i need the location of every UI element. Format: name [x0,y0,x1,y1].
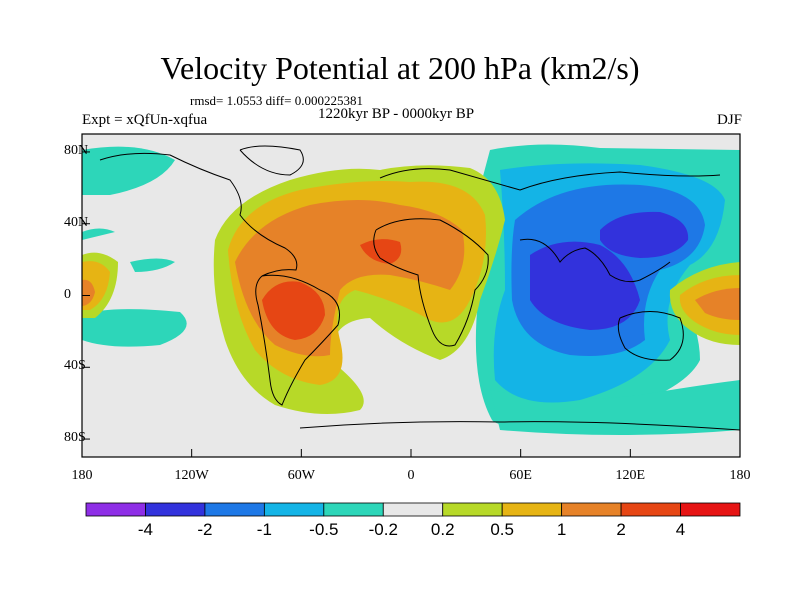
y-tick-label: 40N [64,214,89,230]
colorbar-label: 4 [675,520,686,539]
coastlines [99,145,740,431]
contour-field [82,144,740,435]
contour-region [600,211,689,258]
axis-ticks [81,151,741,457]
x-tick-label: 120E [615,468,646,483]
colorbar-label: 0.5 [490,520,514,539]
colorbar-label: -0.2 [368,520,398,539]
coastline [519,238,671,283]
contour-region [82,228,175,272]
coastline [255,274,340,406]
contour-region [82,279,95,306]
season-label: DJF [716,112,742,128]
coastline [379,168,721,191]
plot-title: Velocity Potential at 200 hPa (km2/s) [160,50,640,86]
rmsd-stats: rmsd= 1.0553 diff= 0.000225381 [190,93,363,108]
contour-region [82,309,187,347]
coastline [373,218,489,347]
colorbar-label: -0.5 [309,520,339,539]
coastline [99,152,298,277]
contour-region [695,288,740,320]
coastline [617,311,684,361]
y-tick-label: 40S [64,358,86,374]
colorbar-label: -1 [256,520,272,539]
x-tick-label: 180 [729,468,751,483]
coastline [239,145,304,176]
y-tick-label: 0 [64,286,71,302]
experiment-label: Expt = xQfUn-xqfua [82,112,208,128]
colorbar-label: 0.2 [430,520,455,539]
colorbar-label: -2 [197,520,213,539]
contour-region [530,241,640,330]
colorbar-label: 1 [556,520,567,539]
colorbar-label: 2 [616,520,626,539]
contour-region [262,281,325,340]
y-tick-label: 80S [64,430,86,446]
x-tick-label: 120W [174,468,209,483]
x-tick-label: 60E [509,468,532,483]
contour-region [360,239,402,264]
period-label: 1220kyr BP - 0000kyr BP [318,106,475,122]
x-tick-label: 180 [71,468,93,483]
x-tick-label: 0 [407,468,415,483]
x-tick-label: 60W [287,468,315,483]
colorbar-label: -4 [137,520,154,539]
coastline [299,421,740,431]
y-tick-label: 80N [64,142,89,158]
